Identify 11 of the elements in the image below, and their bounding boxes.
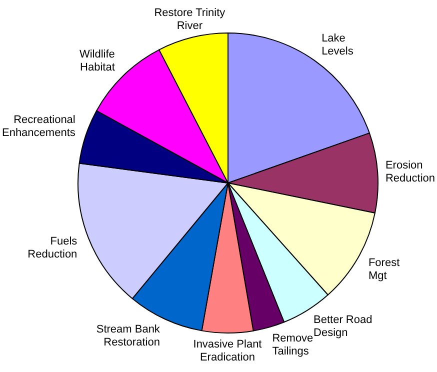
- slice-label: Lake Levels: [322, 32, 354, 58]
- slice-label: Forest Mgt: [368, 257, 400, 282]
- slice-label: Erosion Reduction: [385, 159, 436, 184]
- slice-label: Better Road Design: [314, 314, 372, 340]
- slice-label: Fuels Reduction: [28, 236, 78, 261]
- slice-label: Wildlife Habitat: [79, 48, 115, 74]
- slice-label: Remove Tailings: [272, 332, 314, 358]
- slice-label: Stream Bank Restoration: [96, 324, 160, 349]
- slice-label: Restore Trinity River: [154, 7, 226, 32]
- slice-label: Recreational Enhancements: [2, 114, 76, 139]
- slice-label: Invasive Plant Eradication: [193, 338, 262, 364]
